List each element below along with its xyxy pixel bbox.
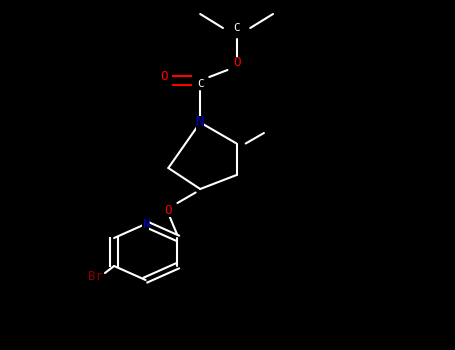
Text: C: C [233, 23, 240, 33]
Text: O: O [165, 203, 172, 217]
Text: O: O [160, 70, 167, 84]
Text: C: C [197, 79, 203, 89]
Text: O: O [233, 56, 240, 70]
Text: Br: Br [88, 270, 103, 283]
Text: N: N [142, 217, 149, 231]
Text: N: N [196, 116, 204, 130]
